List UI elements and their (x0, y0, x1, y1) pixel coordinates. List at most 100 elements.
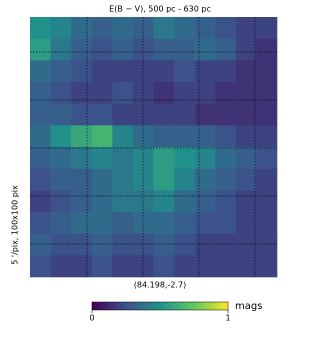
cell (194, 60, 216, 83)
cell (112, 233, 134, 256)
cell (256, 168, 278, 191)
cell (71, 38, 93, 61)
cell (30, 212, 51, 234)
cell (215, 147, 237, 169)
cell (235, 103, 257, 126)
cell (112, 125, 134, 148)
cell (174, 190, 195, 213)
cell (256, 103, 278, 126)
cell (215, 60, 237, 83)
cell (256, 38, 278, 61)
cell (132, 17, 154, 39)
cell (153, 38, 175, 61)
cell (256, 190, 278, 213)
cell (132, 212, 154, 234)
cell (112, 147, 134, 169)
cell (91, 168, 113, 191)
cell (50, 38, 72, 61)
cell (112, 38, 134, 61)
cell (71, 17, 93, 39)
cell (256, 125, 278, 148)
cell (235, 147, 257, 169)
cell (50, 82, 72, 104)
cell (194, 82, 216, 104)
cell (174, 60, 195, 83)
chart-title: E(B − V), 500 pc - 630 pc (109, 5, 211, 14)
cell (91, 233, 113, 256)
cell (30, 125, 51, 148)
cell (91, 103, 113, 126)
colorbar-tick-label: 1 (225, 314, 230, 323)
cell (256, 147, 278, 169)
cell (153, 17, 175, 39)
cell (215, 17, 237, 39)
cell (215, 125, 237, 148)
cell (112, 82, 134, 104)
cell (194, 233, 216, 256)
cell (30, 38, 51, 61)
cell (215, 255, 237, 278)
cell (112, 190, 134, 213)
cell (153, 190, 175, 213)
cell (235, 255, 257, 278)
cell (30, 233, 51, 256)
cell (235, 168, 257, 191)
colorbar-tick-label: 0 (89, 314, 94, 323)
cell (30, 60, 51, 83)
cell (174, 168, 195, 191)
cell (235, 17, 257, 39)
cell (91, 82, 113, 104)
cell (50, 190, 72, 213)
cell (235, 82, 257, 104)
cell (174, 125, 195, 148)
cell (71, 168, 93, 191)
cell (235, 38, 257, 61)
cell (174, 212, 195, 234)
cell (91, 255, 113, 278)
cell (153, 103, 175, 126)
colorbar-label: mags (235, 301, 262, 312)
cell (235, 233, 257, 256)
cell (50, 147, 72, 169)
cell (235, 125, 257, 148)
cell (215, 190, 237, 213)
cell (174, 103, 195, 126)
cell (194, 125, 216, 148)
cell (132, 255, 154, 278)
cell (50, 233, 72, 256)
cell (194, 168, 216, 191)
cell (30, 190, 51, 213)
cell (30, 147, 51, 169)
cell (112, 17, 134, 39)
cell (256, 212, 278, 234)
cell (91, 38, 113, 61)
cell (50, 17, 72, 39)
cell (112, 255, 134, 278)
cell (71, 255, 93, 278)
cell (153, 147, 175, 169)
cell (91, 60, 113, 83)
cell (132, 60, 154, 83)
cell (132, 147, 154, 169)
cell (71, 233, 93, 256)
cell (91, 147, 113, 169)
cell (235, 190, 257, 213)
colorbar (91, 301, 229, 311)
cell (235, 60, 257, 83)
cell (91, 17, 113, 39)
cell (50, 60, 72, 83)
cell (153, 212, 175, 234)
cell (256, 233, 278, 256)
cell (71, 212, 93, 234)
cell (132, 168, 154, 191)
cell (71, 82, 93, 104)
cell (153, 60, 175, 83)
cell (112, 60, 134, 83)
cell (112, 103, 134, 126)
cell (71, 60, 93, 83)
cell (256, 255, 278, 278)
cell (174, 255, 195, 278)
cell (235, 212, 257, 234)
cell (132, 125, 154, 148)
